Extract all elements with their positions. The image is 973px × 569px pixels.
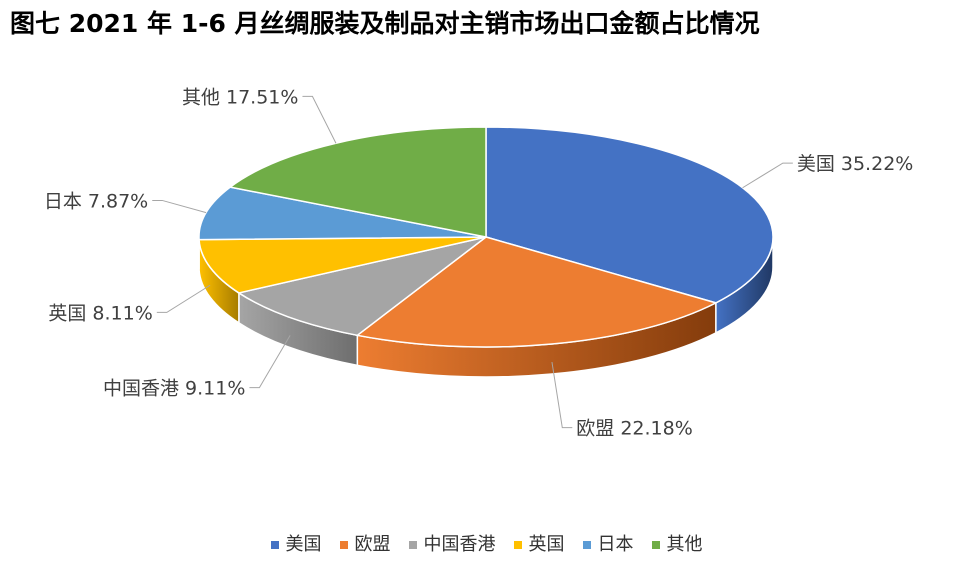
slice-e7be8ee59bbd	[485, 126, 774, 304]
data-labels: 美国 35.22% 欧盟 22.18% 中国香港 9.11% 英国 8.11% 日本 7…	[44, 86, 914, 439]
legend-label: 美国	[285, 534, 322, 555]
slice-e88bb1e59bbd	[198, 236, 487, 294]
leader-line-e4b8ade59bbde9a699e6b8af	[249, 335, 291, 389]
leader-line-e585b6e4bb96	[302, 95, 337, 144]
data-label-e7be8ee59bbd: 美国 35.22%	[797, 153, 914, 175]
data-label-e697a5e69cac: 日本 7.87%	[44, 190, 148, 212]
legend-item-e7be8ee59bbd: 美国	[270, 530, 322, 556]
legend-item-e88bb1e59bbd: 英国	[513, 530, 565, 556]
slice-e4b8ade59bbde9a699e6b8af	[236, 236, 487, 337]
pie-slices	[198, 126, 774, 348]
leader-line-e7be8ee59bbd	[742, 162, 793, 189]
legend-swatch	[339, 541, 348, 549]
legend-swatch	[270, 541, 279, 549]
legend-swatch	[651, 541, 660, 549]
data-label-e6aca7e79b9f: 欧盟 22.18%	[576, 418, 693, 440]
leader-line-e6aca7e79b9f	[551, 361, 573, 429]
chart-title: 图七 2021 年 1-6 月丝绸服装及制品对主销市场出口金额占比情况	[10, 9, 760, 38]
data-label-e585b6e4bb96: 其他 17.51%	[182, 86, 299, 108]
data-label-e4b8ade59bbde9a699e6b8af: 中国香港 9.11%	[103, 378, 245, 400]
legend-swatch	[582, 541, 591, 549]
legend: 美国 欧盟 中国香港 英国 日本 其他	[0, 530, 973, 556]
legend-label: 日本	[597, 534, 634, 555]
data-label-e88bb1e59bbd: 英国 8.11%	[48, 302, 152, 324]
legend-label: 中国香港	[423, 534, 496, 555]
slice-e697a5e69cac	[198, 186, 487, 241]
legend-swatch	[513, 541, 522, 549]
legend-swatch	[408, 541, 417, 549]
slice-e585b6e4bb96	[228, 126, 487, 238]
leader-line-e88bb1e59bbd	[156, 284, 211, 313]
legend-item-e4b8ade59bbde9a699e6b8af: 中国香港	[408, 530, 496, 556]
legend-item-e585b6e4bb96: 其他	[651, 530, 703, 556]
slice-e6aca7e79b9f	[355, 236, 718, 348]
leader-line-e697a5e69cac	[152, 199, 207, 214]
legend-label: 其他	[666, 534, 703, 555]
leader-lines	[152, 95, 793, 429]
legend-label: 英国	[528, 534, 565, 555]
legend-label: 欧盟	[354, 534, 391, 555]
legend-item-e697a5e69cac: 日本	[582, 530, 634, 556]
legend-item-e6aca7e79b9f: 欧盟	[339, 530, 391, 556]
